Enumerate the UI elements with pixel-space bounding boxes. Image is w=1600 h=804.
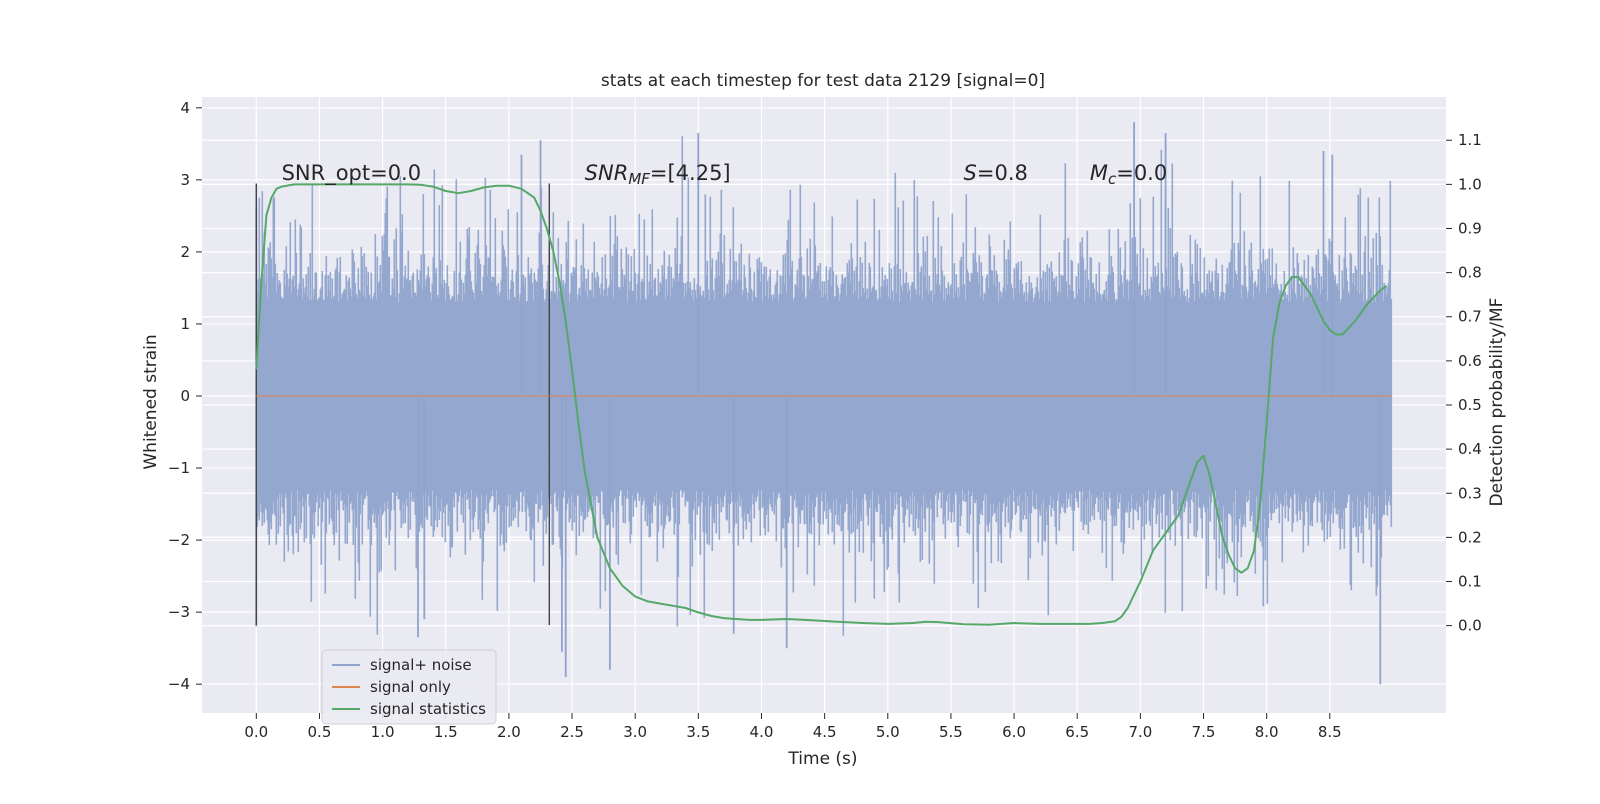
y2-tick-label: 1.0: [1458, 175, 1482, 193]
x-tick-label: 5.0: [876, 723, 900, 741]
y-tick-label: −3: [168, 603, 190, 621]
x-tick-label: 4.0: [750, 723, 774, 741]
x-tick-label: 0.0: [244, 723, 268, 741]
x-tick-label: 6.0: [1002, 723, 1026, 741]
x-tick-label: 1.0: [371, 723, 395, 741]
y-tick-label: −1: [168, 459, 190, 477]
legend-label: signal only: [370, 678, 451, 696]
x-tick-label: 0.5: [308, 723, 332, 741]
annotation-mc: Mc=0.0: [1090, 161, 1167, 188]
y2-tick-label: 0.1: [1458, 573, 1482, 591]
y-axis-label: Whitened strain: [141, 334, 161, 469]
y2-tick-label: 0.0: [1458, 617, 1482, 635]
y2-tick-label: 0.8: [1458, 264, 1482, 282]
x-tick-label: 2.5: [560, 723, 584, 741]
annotation-layer: SNR_opt=0.0 SNRMF=[4.25] S=0.8 Mc=0.0: [282, 161, 1168, 188]
y2-axis-label: Detection probability/MF: [1487, 298, 1507, 507]
y-tick-label: −4: [168, 675, 190, 693]
x-tick-label: 1.5: [434, 723, 458, 741]
x-tick-label: 8.0: [1255, 723, 1279, 741]
legend-label: signal+ noise: [370, 656, 472, 674]
chart-title: stats at each timestep for test data 212…: [601, 71, 1045, 91]
y-tick-label: 2: [180, 243, 190, 261]
line-layer: [255, 183, 1392, 626]
y2-tick-label: 0.3: [1458, 484, 1482, 502]
y-tick-label: 3: [180, 171, 190, 189]
x-tick-label: 2.0: [497, 723, 521, 741]
y2-tick-label: 0.9: [1458, 219, 1482, 237]
x-tick-label: 8.5: [1318, 723, 1342, 741]
y2-tick-label: 0.7: [1458, 308, 1482, 326]
x-tick-label: 4.5: [813, 723, 837, 741]
y2-tick-label: 0.6: [1458, 352, 1482, 370]
x-tick-label: 3.5: [686, 723, 710, 741]
axis-layer: 0.0 0.5 1.0 1.5 2.0 2.5 3.0 3.5 4.0 4.5 5.0 5.5 6.0 6…: [168, 99, 1482, 741]
legend-label: signal statistics: [370, 700, 486, 718]
x-tick-label: 5.5: [939, 723, 963, 741]
annotation-snr-opt: SNR_opt=0.0: [282, 161, 422, 186]
x-tick-label: 3.0: [623, 723, 647, 741]
y-tick-label: −2: [168, 531, 190, 549]
legend: signal+ noise signal only signal statistic…: [321, 649, 497, 725]
x-tick-label: 6.5: [1065, 723, 1089, 741]
x-axis-label: Time (s): [787, 749, 857, 769]
signal-statistics-line: [255, 183, 1388, 626]
y-tick-label: 1: [180, 315, 190, 333]
x-tick-label: 7.0: [1128, 723, 1152, 741]
annotation-snr-mf: SNRMF=[4.25]: [585, 161, 731, 188]
y2-tick-label: 1.1: [1458, 131, 1482, 149]
y2-tick-label: 0.5: [1458, 396, 1482, 414]
x-tick-label: 7.5: [1192, 723, 1216, 741]
legend-box: [321, 649, 497, 725]
annotation-s: S=0.8: [964, 161, 1028, 185]
y-tick-label: 4: [180, 99, 190, 117]
y2-tick-label: 0.4: [1458, 440, 1482, 458]
y-tick-label: 0: [180, 387, 190, 405]
y2-tick-label: 0.2: [1458, 528, 1482, 546]
